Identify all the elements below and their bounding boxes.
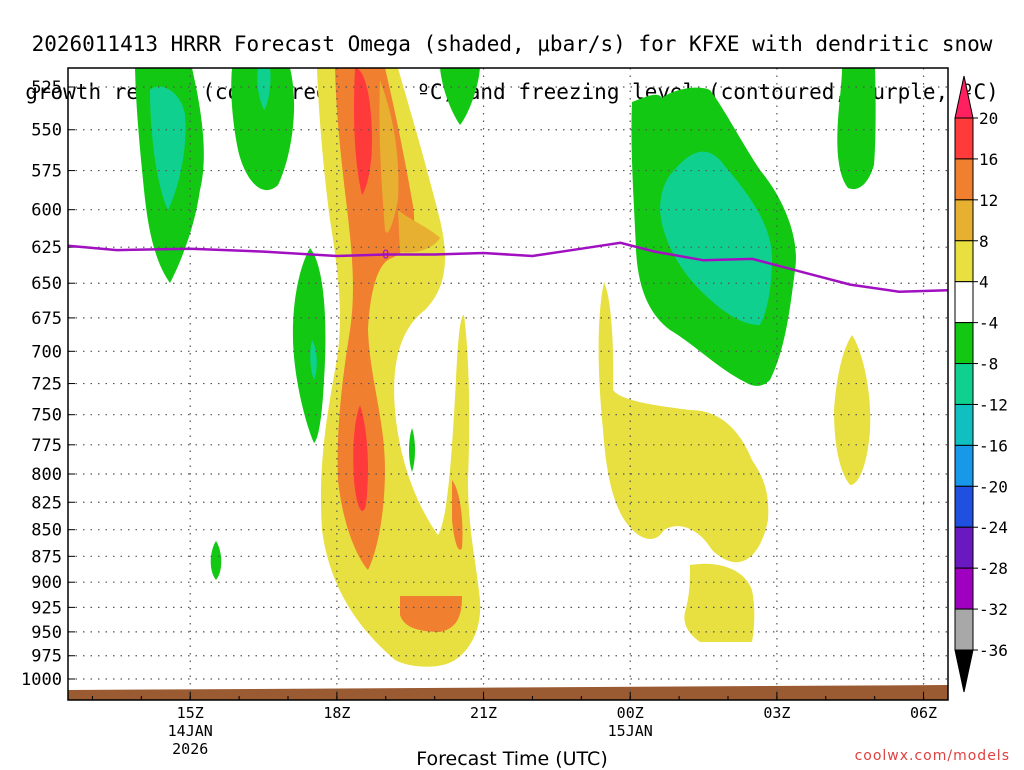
x-tick-label: 18Z [323,704,350,722]
colorbar-segment [954,403,974,446]
colorbar-segment [954,281,974,324]
colorbar-label: -24 [979,518,1008,537]
y-tick-label: 550 [31,121,62,141]
colorbar-label: -36 [979,641,1008,660]
y-tick-label: 675 [31,309,62,329]
colorbar-segment [954,608,974,651]
shade-region [353,405,368,511]
y-tick-label: 975 [31,647,62,667]
y-tick-label: 850 [31,521,62,541]
y-tick-label: 575 [31,162,62,182]
colorbar-top-arrow [954,75,974,119]
x-tick-label: 00Z [617,704,644,722]
colorbar-segment [954,240,974,283]
freezing-level-line [67,241,949,293]
colorbar-label: 4 [979,273,989,292]
colorbar-segment [954,117,974,160]
freezing-level-label: 0 [382,248,389,262]
colorbar-label: -28 [979,559,1008,578]
colorbar-segment [954,485,974,528]
y-axis-labels: 525 550 575 600 625 650 675 700 725 750 775 800 825 8… [21,78,62,690]
colorbar-label: 12 [979,191,998,210]
colorbar-segment [954,526,974,569]
shade-region [398,210,440,253]
colorbar-segment [954,363,974,405]
x-axis-title: Forecast Time (UTC) [416,748,608,770]
x-tick-year: 2026 [172,740,208,758]
shade-region [684,563,755,642]
colorbar-segment [954,158,974,201]
y-tick-label: 875 [31,547,62,567]
omega-shading [135,68,876,667]
colorbar-segment [954,567,974,610]
colorbar-label: -8 [979,355,998,374]
colorbar-label: -12 [979,395,1008,414]
y-tick-label: 825 [31,493,62,513]
y-tick-label: 775 [31,436,62,456]
shade-region [257,68,271,110]
colorbar-label: 16 [979,150,998,169]
shade-region [440,68,480,125]
shade-region [400,596,462,632]
x-tick-label: 15Z [177,704,204,722]
x-tick-date: 14JAN [168,722,213,740]
colorbar-label: 20 [979,109,998,128]
shade-region [660,151,772,325]
colorbar-label: -20 [979,477,1008,496]
shade-region [379,80,399,233]
y-tick-label: 650 [31,274,62,294]
shade-region [150,86,186,210]
shade-region [292,248,326,443]
colorbar-label: -16 [979,436,1008,455]
colorbar-segment [954,322,974,365]
site-credit[interactable]: coolwx.com/models [854,748,1010,764]
title-line-1: 2026011413 HRRR Forecast Omega (shaded, … [31,32,993,56]
shade-region [409,428,415,472]
y-tick-label: 525 [31,78,62,98]
y-tick-label: 600 [31,201,62,221]
y-tick-label: 800 [31,465,62,485]
colorbar-segment [954,444,974,487]
y-tick-label: 900 [31,573,62,593]
shade-region [834,335,871,485]
shade-region [310,340,317,380]
y-tick-label: 1000 [21,670,62,690]
shade-region [452,480,463,550]
terrain-band [68,685,948,700]
shade-region [231,68,295,191]
colorbar: 20 16 12 8 4 -4 -8 -12 -16 -20 -24 -28 -32 -36 [954,75,1008,693]
y-tick-label: 700 [31,342,62,362]
y-tick-label: 725 [31,375,62,395]
y-tick-label: 750 [31,406,62,426]
colorbar-bottom-arrow [954,649,974,693]
x-tick-label: 21Z [470,704,497,722]
colorbar-label: -4 [979,314,998,333]
colorbar-segment [954,199,974,242]
y-tick-label: 625 [31,238,62,258]
x-tick-date: 15JAN [608,722,653,740]
x-tick-label: 06Z [910,704,937,722]
x-tick-label: 03Z [763,704,790,722]
shade-region [598,282,769,563]
y-tick-label: 925 [31,598,62,618]
colorbar-label: -32 [979,600,1008,619]
shade-region [353,68,372,195]
y-tick-label: 950 [31,623,62,643]
plot-frame [67,67,949,701]
colorbar-label: 8 [979,232,989,251]
shade-region [837,68,876,190]
shade-region [210,541,222,580]
